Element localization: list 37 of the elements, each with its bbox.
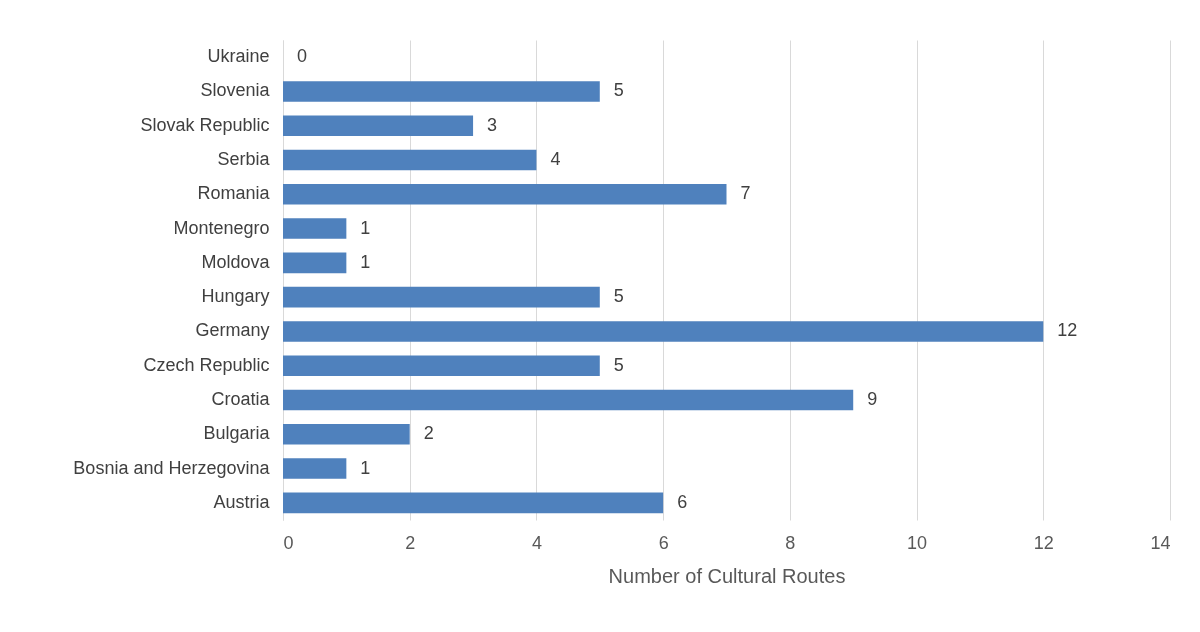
y-tick-label: Slovak Republic: [140, 114, 270, 135]
x-tick-label: 10: [907, 532, 928, 553]
y-tick-label: Bosnia and Herzegovina: [73, 457, 271, 478]
y-tick-label: Germany: [195, 320, 270, 341]
data-label: 1: [360, 251, 371, 272]
data-label: 5: [613, 286, 624, 307]
data-label: 5: [613, 354, 624, 375]
x-tick-label: 14: [1150, 532, 1171, 553]
data-label: 5: [613, 80, 624, 101]
y-tick-label: Ukraine: [207, 46, 270, 67]
y-tick-label: Bulgaria: [203, 423, 271, 444]
data-label: 0: [297, 46, 308, 67]
x-tick-label: 6: [658, 532, 669, 553]
y-tick-label: Serbia: [217, 149, 271, 169]
data-label: 1: [360, 217, 371, 238]
data-label: 12: [1057, 320, 1078, 341]
x-tick-label: 4: [531, 532, 542, 553]
x-tick-label: 2: [405, 532, 416, 553]
y-tick-label: Moldova: [201, 251, 271, 272]
y-tick-label: Romania: [197, 183, 271, 204]
data-label: 9: [867, 389, 878, 409]
data-label: 2: [423, 423, 434, 444]
y-tick-label: Montenegro: [173, 217, 270, 238]
data-label: 4: [550, 149, 561, 169]
data-label: 6: [677, 491, 688, 512]
x-tick-label: 0: [283, 532, 294, 553]
data-label: 3: [487, 114, 498, 135]
data-label: 1: [360, 457, 371, 478]
y-tick-label: Czech Republic: [143, 354, 270, 375]
data-label: 7: [740, 183, 751, 204]
y-tick-label: Hungary: [201, 286, 270, 307]
y-tick-label: Slovenia: [200, 80, 271, 101]
y-tick-label: Croatia: [211, 389, 271, 409]
y-tick-label: Austria: [213, 491, 271, 512]
x-tick-label: 12: [1033, 532, 1054, 553]
x-axis-title: Number of Cultural Routes: [608, 564, 846, 587]
x-tick-label: 8: [785, 532, 796, 553]
